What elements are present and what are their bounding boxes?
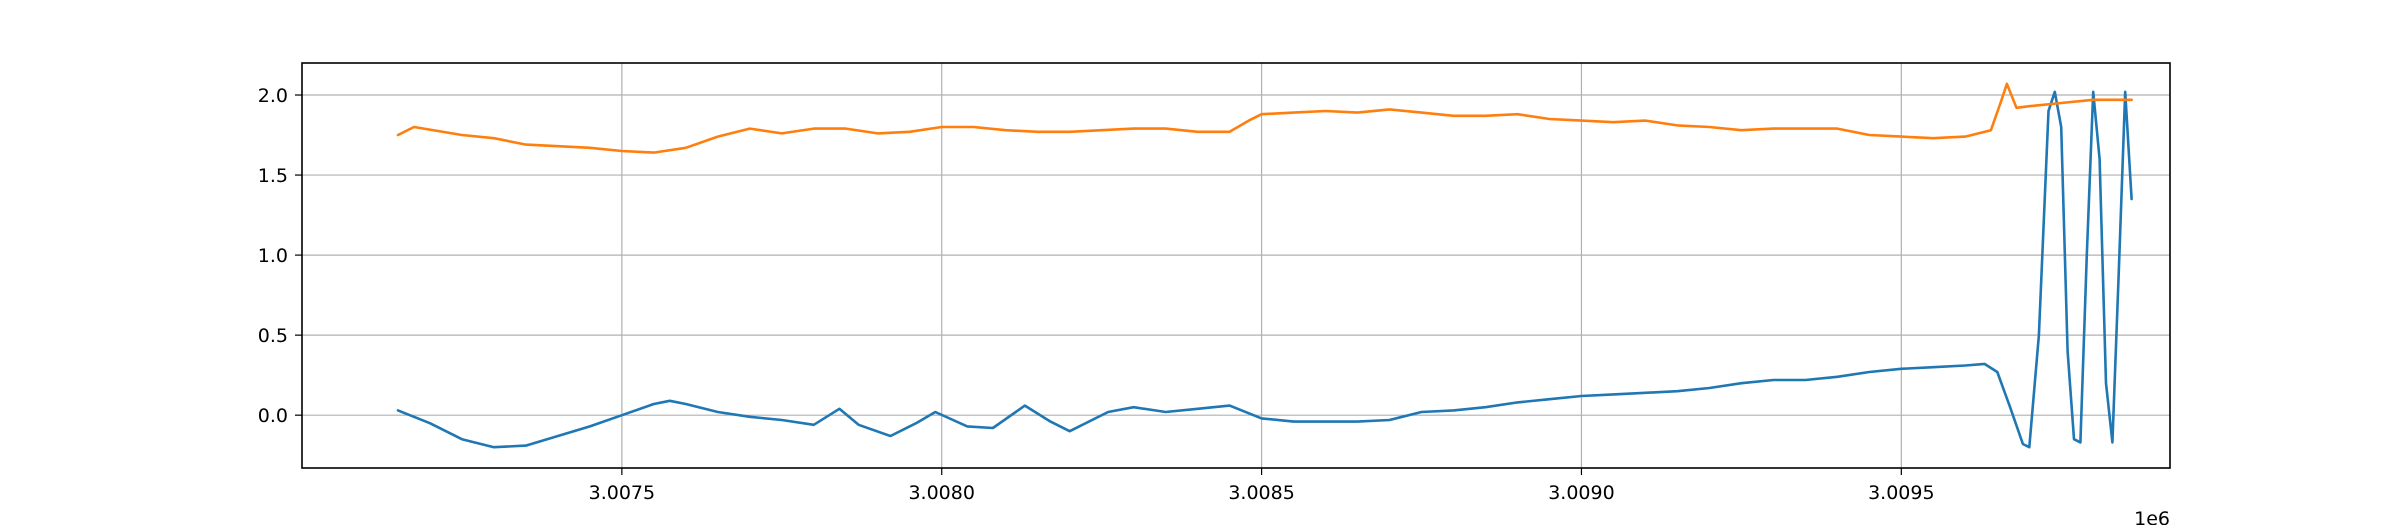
x-axis-offset-label: 1e6: [2134, 508, 2170, 525]
plot-frame: [301, 62, 2171, 469]
x-tick-label: 3.0075: [589, 482, 655, 504]
x-tick-label: 3.0080: [908, 482, 974, 504]
y-tick-label: 1.0: [258, 245, 288, 267]
tick-marks: [295, 94, 1902, 475]
grid-lines: [302, 63, 2170, 468]
y-tick-label: 1.5: [258, 165, 288, 187]
x-tick-label: 3.0095: [1868, 482, 1934, 504]
x-tick-label: 3.0090: [1548, 482, 1614, 504]
y-tick-label: 0.0: [258, 405, 288, 427]
y-tick-label: 0.5: [258, 325, 288, 347]
x-tick-label: 3.0085: [1228, 482, 1294, 504]
series-line-1: [396, 90, 2133, 449]
series-line-2: [396, 82, 2133, 154]
y-tick-label: 2.0: [258, 85, 288, 107]
y-axis-tick-labels: 0.0 0.5 1.0 1.5 2.0: [258, 85, 288, 427]
series-group: [396, 82, 2133, 449]
x-axis-tick-labels: 3.0075 3.0080 3.0085 3.0090 3.0095: [589, 482, 1935, 504]
